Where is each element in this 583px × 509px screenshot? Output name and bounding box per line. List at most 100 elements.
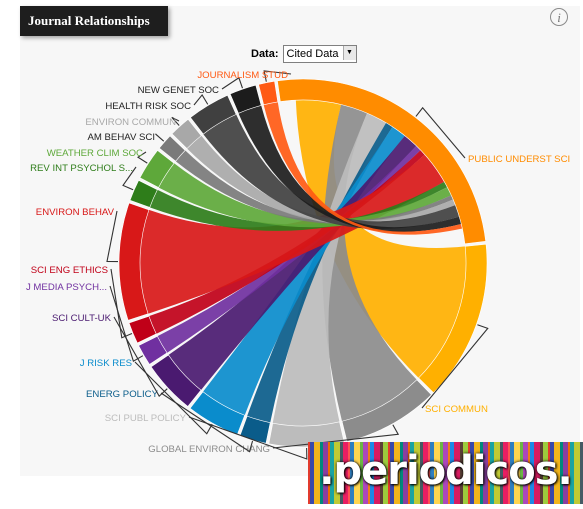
logo-stripe [550, 442, 554, 504]
data-selector-row: Data: Cited Data ▼ [251, 45, 357, 63]
chord-arc[interactable] [139, 149, 175, 188]
logo-stripe [363, 442, 368, 504]
logo-stripe [350, 442, 354, 504]
logo-stripe [408, 442, 410, 504]
data-select-value: Cited Data [286, 48, 339, 60]
journal-label[interactable]: HEALTH RISK SOC [105, 101, 191, 112]
chord-ribbon [175, 150, 454, 224]
chord-ribbon [203, 114, 460, 229]
chord-ribbon [272, 113, 387, 426]
journal-label[interactable]: REV INT PSYCHOL S... [30, 163, 133, 174]
journal-label[interactable]: SCI PUBL POLICY [105, 413, 187, 424]
logo-stripe [403, 442, 408, 504]
logo-stripe [580, 442, 583, 504]
journal-label[interactable]: J MEDIA PSYCH... [26, 282, 107, 293]
chord-arc[interactable] [158, 135, 186, 162]
journal-label[interactable]: SCI CULT-UK [52, 313, 112, 324]
logo-stripe [360, 442, 363, 504]
chord-ribbon [186, 135, 456, 225]
logo-stripe [450, 442, 454, 504]
chevron-down-icon[interactable]: ▼ [342, 46, 356, 60]
chord-ribbon [149, 181, 448, 231]
chord-arc[interactable] [418, 243, 488, 394]
logo-stripe [323, 442, 328, 504]
logo-stripe [454, 442, 460, 504]
logo-stripe [390, 442, 394, 504]
logo-stripe [428, 442, 430, 504]
label-leader-line [122, 166, 137, 191]
logo-stripe [354, 442, 360, 504]
logo-stripe [574, 442, 580, 504]
logo-stripe [314, 442, 320, 504]
logo-stripe [514, 442, 520, 504]
label-leader-line [106, 210, 119, 263]
logo-stripe [374, 442, 380, 504]
journal-label[interactable]: AM BEHAV SCI [87, 132, 155, 143]
label-leader-line [263, 70, 292, 82]
chord-ribbon [148, 150, 425, 334]
label-leader-line [421, 324, 489, 409]
logo-stripe [548, 442, 550, 504]
label-leader-line [188, 416, 308, 460]
logo-stripe [463, 442, 468, 504]
journal-label[interactable]: ENVIRON COMMUN [85, 117, 176, 128]
periodicos-logo: .periodicos. [308, 442, 583, 504]
chord-ribbon [247, 122, 393, 423]
logo-stripe [414, 442, 420, 504]
journal-label[interactable]: JOURNALISM STUD [197, 70, 288, 81]
chord-arc[interactable] [118, 202, 150, 321]
logo-stripe [388, 442, 390, 504]
logo-stripe [554, 442, 560, 504]
logo-stripe [570, 442, 574, 504]
logo-stripe [440, 442, 443, 504]
logo-stripe [334, 442, 340, 504]
chord-arc[interactable] [341, 379, 432, 443]
logo-stripe [500, 442, 503, 504]
chord-arc[interactable] [171, 118, 202, 149]
journal-label[interactable]: NEW GENET SOC [138, 85, 219, 96]
journal-label[interactable]: ENERG POLICY [86, 389, 159, 400]
logo-stripe [560, 442, 563, 504]
journal-label[interactable]: PUBLIC UNDERST SCI [468, 154, 570, 165]
logo-stripe [410, 442, 414, 504]
journal-label[interactable]: SCI ENG ETHICS [31, 265, 108, 276]
logo-stripe [423, 442, 428, 504]
label-leader-line [160, 392, 254, 453]
chord-arc[interactable] [189, 391, 246, 436]
logo-stripe [340, 442, 343, 504]
data-label: Data: [251, 48, 279, 60]
logo-stripe [308, 442, 310, 504]
logo-stripe [348, 442, 350, 504]
chord-ribbon [238, 105, 462, 233]
chord-arc[interactable] [258, 80, 279, 106]
logo-stripe [543, 442, 548, 504]
logo-stripe [448, 442, 450, 504]
label-leader-line [113, 316, 168, 398]
journal-label[interactable]: SCI COMMUN [425, 404, 488, 415]
logo-stripe [470, 442, 474, 504]
data-select[interactable]: Cited Data ▼ [282, 45, 357, 63]
logo-stripe [434, 442, 440, 504]
label-leader-line [155, 133, 165, 142]
logo-stripe [568, 442, 570, 504]
journal-label[interactable]: ENVIRON BEHAV [36, 207, 115, 218]
logo-stripe [494, 442, 500, 504]
logo-stripe [474, 442, 480, 504]
chord-arc[interactable] [138, 335, 168, 365]
chord-arc[interactable] [129, 179, 158, 208]
chord-arc[interactable] [150, 354, 202, 407]
journal-label[interactable]: GLOBAL ENVIRON CHANG [148, 444, 270, 455]
logo-stripe [534, 442, 540, 504]
info-icon[interactable]: i [550, 8, 568, 26]
chord-arc[interactable] [277, 78, 487, 245]
chord-arc[interactable] [189, 94, 237, 135]
logo-stripe [328, 442, 330, 504]
journal-label[interactable]: J RISK RES [80, 358, 132, 369]
label-leader-line [134, 361, 213, 435]
chord-arc[interactable] [128, 315, 157, 344]
journal-label[interactable]: WEATHER CLIM SOC [47, 148, 143, 159]
chord-ribbon [158, 163, 452, 228]
chord-arc[interactable] [229, 84, 262, 114]
logo-stripe [523, 442, 528, 504]
